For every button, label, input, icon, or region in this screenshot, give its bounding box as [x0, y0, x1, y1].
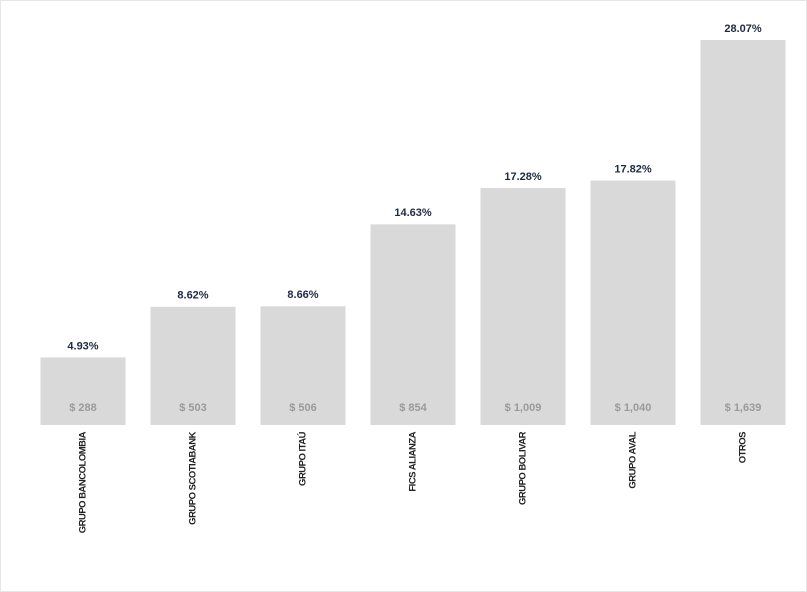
bar: [260, 306, 346, 425]
bar: [150, 306, 236, 425]
x-tick-label: GRUPO AVAL: [628, 431, 639, 488]
value-label: 8.62%: [177, 290, 208, 302]
amount-label: $ 1,040: [615, 402, 652, 414]
x-tick-label: GRUPO ITAÚ: [297, 431, 309, 486]
value-label: 28.07%: [724, 23, 762, 35]
amount-label: $ 503: [179, 402, 207, 414]
x-tick-label: GRUPO BANCOLOMBIA: [78, 431, 89, 533]
bar: [590, 180, 676, 425]
bar: [370, 224, 456, 425]
x-tick-label: FICS ALIANZA: [408, 431, 419, 491]
amount-label: $ 288: [69, 402, 97, 414]
bar: [480, 187, 566, 425]
amount-label: $ 506: [289, 402, 317, 414]
value-label: 8.66%: [287, 289, 318, 301]
x-tick-label: GRUPO BOLIVAR: [518, 431, 529, 505]
amount-label: $ 1,639: [725, 402, 762, 414]
value-label: 17.82%: [614, 163, 652, 175]
value-label: 14.63%: [394, 207, 432, 219]
value-label: 4.93%: [67, 340, 98, 352]
value-label: 17.28%: [504, 171, 542, 183]
x-tick-label: GRUPO SCOTIABANK: [188, 431, 199, 524]
bar: [700, 40, 786, 425]
amount-label: $ 854: [399, 402, 427, 414]
amount-label: $ 1,009: [505, 402, 542, 414]
bar: [40, 357, 126, 425]
x-tick-label: OTROS: [738, 432, 749, 463]
